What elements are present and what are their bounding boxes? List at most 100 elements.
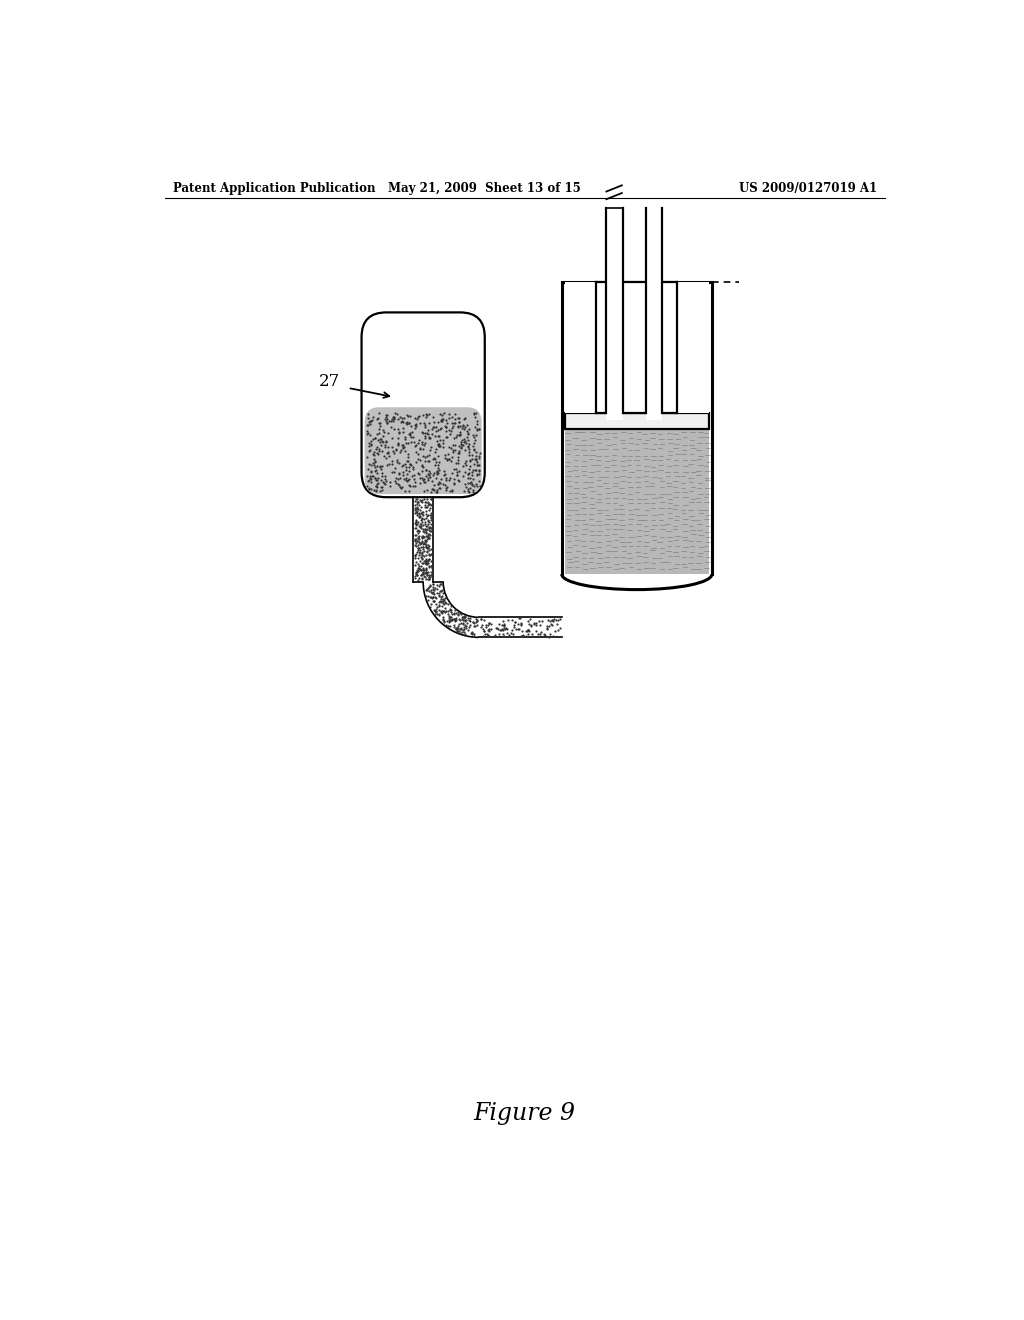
Point	[618, 437, 635, 458]
Point	[604, 429, 621, 450]
Point	[572, 436, 589, 457]
Point	[432, 581, 449, 602]
Point	[378, 411, 394, 432]
Point	[577, 480, 593, 502]
Point	[369, 479, 385, 500]
Point	[617, 486, 634, 507]
Point	[567, 529, 584, 550]
Point	[433, 589, 450, 610]
Point	[408, 498, 424, 519]
Point	[637, 508, 653, 529]
Point	[623, 532, 639, 553]
Point	[672, 449, 688, 470]
Point	[454, 606, 470, 627]
Text: May 21, 2009  Sheet 13 of 15: May 21, 2009 Sheet 13 of 15	[388, 182, 582, 194]
Point	[666, 499, 682, 520]
Point	[640, 504, 656, 525]
Point	[391, 407, 408, 428]
Point	[469, 463, 485, 484]
Point	[495, 619, 511, 640]
Point	[574, 449, 591, 470]
Point	[421, 549, 437, 570]
Point	[654, 549, 671, 570]
Point	[459, 612, 475, 634]
Point	[630, 477, 646, 498]
Point	[424, 418, 440, 440]
Point	[642, 424, 658, 445]
Point	[367, 428, 383, 449]
Point	[665, 467, 681, 488]
Point	[421, 581, 437, 602]
Point	[692, 451, 709, 473]
Point	[683, 495, 699, 516]
Point	[468, 465, 484, 486]
Point	[645, 488, 662, 510]
Point	[609, 552, 626, 573]
Point	[455, 455, 471, 477]
Point	[674, 512, 690, 533]
Point	[694, 434, 711, 455]
Point	[639, 513, 655, 535]
Point	[639, 461, 655, 482]
Point	[418, 407, 434, 428]
Point	[560, 486, 577, 507]
Point	[577, 525, 593, 546]
Point	[415, 562, 431, 583]
Point	[696, 546, 713, 568]
Point	[419, 496, 435, 517]
Point	[466, 626, 482, 647]
Point	[627, 503, 643, 524]
Point	[468, 474, 484, 495]
Point	[691, 461, 708, 482]
Point	[614, 507, 631, 528]
Point	[606, 503, 623, 524]
Point	[650, 484, 667, 506]
Point	[386, 418, 402, 440]
Point	[580, 478, 596, 499]
Point	[400, 432, 417, 453]
Point	[674, 527, 690, 548]
Point	[413, 540, 429, 561]
Point	[668, 519, 684, 540]
Point	[634, 512, 650, 533]
Point	[635, 453, 651, 474]
Point	[648, 550, 665, 572]
Point	[398, 471, 415, 492]
Point	[592, 532, 608, 553]
Point	[635, 532, 651, 553]
Point	[692, 430, 709, 451]
Point	[389, 403, 406, 424]
Point	[483, 614, 500, 635]
Point	[636, 541, 652, 562]
Point	[590, 500, 606, 521]
Point	[636, 473, 652, 494]
Point	[578, 482, 594, 503]
Point	[416, 519, 432, 540]
Point	[406, 465, 422, 486]
Point	[453, 610, 469, 631]
Point	[425, 407, 441, 428]
Point	[639, 480, 655, 502]
Point	[388, 440, 404, 461]
Point	[402, 416, 419, 437]
Point	[658, 532, 675, 553]
Point	[598, 496, 614, 517]
Point	[511, 607, 527, 628]
Point	[443, 462, 460, 483]
Point	[594, 549, 610, 570]
Point	[689, 550, 706, 572]
Point	[564, 539, 581, 560]
Point	[421, 536, 437, 557]
Point	[684, 496, 700, 517]
Point	[674, 463, 690, 484]
Point	[441, 610, 458, 631]
Point	[572, 490, 589, 511]
Point	[623, 532, 639, 553]
Point	[574, 471, 591, 492]
Point	[625, 533, 641, 554]
Point	[580, 549, 596, 570]
Point	[461, 418, 477, 440]
Point	[453, 612, 469, 634]
Point	[679, 457, 695, 478]
Point	[462, 473, 478, 494]
